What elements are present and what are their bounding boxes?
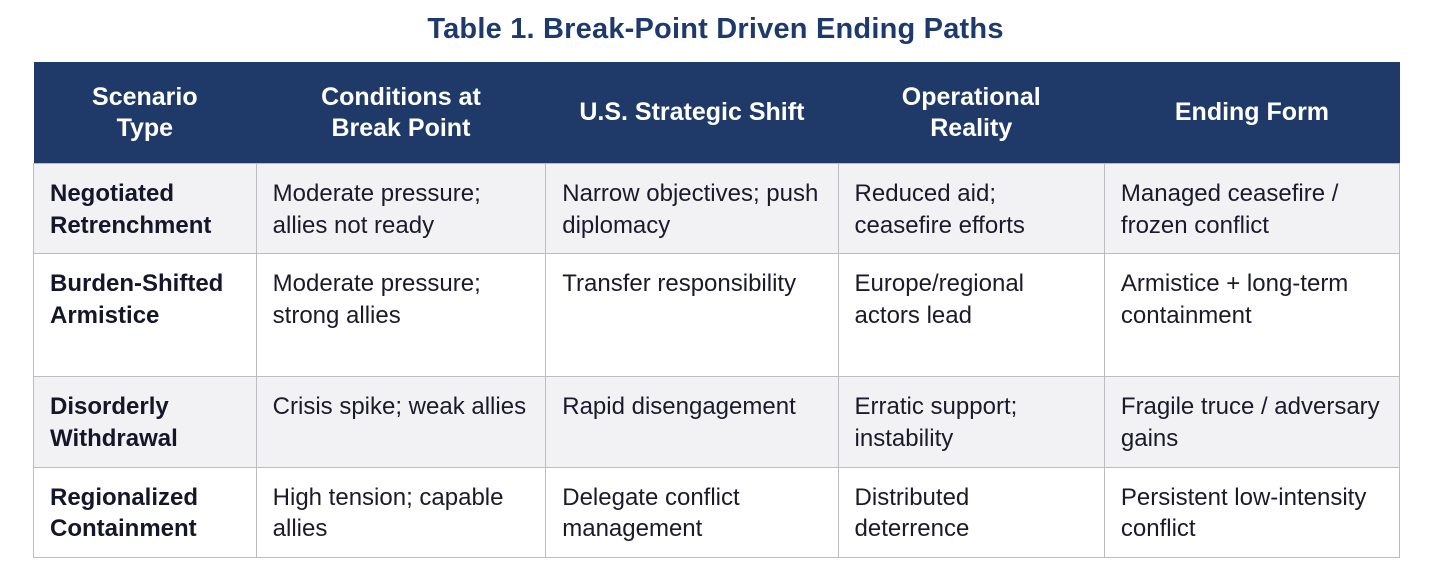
cell-conditions: Moderate pressure; strong allies — [255, 253, 547, 378]
cell-scenario: Burden-Shifted Armistice — [33, 253, 257, 378]
table-row: Regionalized Containment High tension; c… — [33, 466, 1401, 559]
table-row: Negotiated Retrenchment Moderate pressur… — [33, 162, 1401, 255]
table-header-row: Scenario Type Conditions at Break Point … — [33, 62, 1400, 164]
cell-ending-form: Managed ceasefire / frozen conflict — [1103, 162, 1401, 255]
cell-operational-reality: Europe/regional actors lead — [837, 253, 1105, 378]
table-title: Table 1. Break-Point Driven Ending Paths — [427, 13, 1004, 45]
cell-operational-reality: Erratic support; instability — [837, 376, 1105, 468]
cell-ending-form: Fragile truce / adversary gains — [1103, 376, 1401, 468]
cell-operational-reality: Reduced aid; ceasefire efforts — [837, 162, 1105, 255]
cell-conditions: Moderate pressure; allies not ready — [255, 162, 547, 255]
cell-scenario: Disorderly Withdrawal — [33, 376, 257, 468]
breakpoint-table: Scenario Type Conditions at Break Point … — [33, 62, 1401, 559]
cell-strategic-shift: Delegate conflict management — [545, 466, 839, 559]
cell-ending-form: Persistent low-intensity conflict — [1103, 466, 1401, 559]
header-operational-reality: Operational Reality — [838, 62, 1105, 164]
cell-scenario: Negotiated Retrenchment — [33, 162, 257, 255]
cell-ending-form: Armistice + long-term containment — [1103, 253, 1401, 378]
cell-strategic-shift: Narrow objectives; push diplomacy — [545, 162, 839, 255]
header-strategic-shift: U.S. Strategic Shift — [545, 62, 839, 164]
header-scenario-type: Scenario Type — [33, 62, 257, 164]
cell-operational-reality: Distributed deterrence — [837, 466, 1105, 559]
cell-conditions: Crisis spike; weak allies — [255, 376, 547, 468]
header-ending-form: Ending Form — [1104, 62, 1400, 164]
table-row: Disorderly Withdrawal Crisis spike; weak… — [33, 376, 1401, 468]
cell-conditions: High tension; capable allies — [255, 466, 547, 559]
cell-strategic-shift: Transfer responsibility — [545, 253, 839, 378]
header-conditions: Conditions at Break Point — [256, 62, 546, 164]
cell-strategic-shift: Rapid disengagement — [545, 376, 839, 468]
table-row: Burden-Shifted Armistice Moderate pressu… — [33, 253, 1401, 378]
cell-scenario: Regionalized Containment — [33, 466, 257, 559]
